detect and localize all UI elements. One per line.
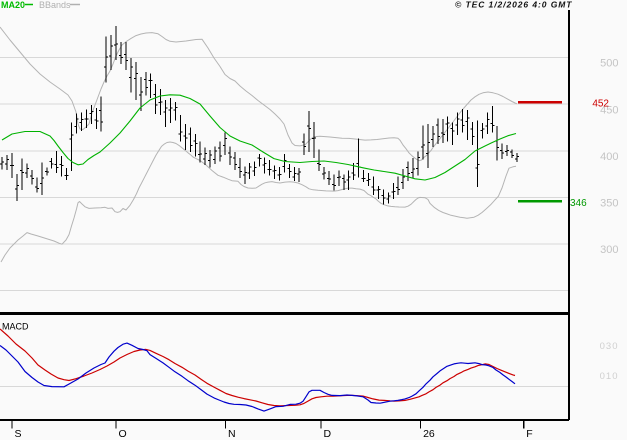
svg-text:MA20: MA20 [1, 0, 25, 10]
svg-text:452: 452 [592, 99, 609, 110]
svg-text:346: 346 [570, 198, 587, 209]
svg-text:MACD: MACD [2, 322, 29, 332]
svg-text:O: O [119, 428, 127, 440]
svg-text:400: 400 [600, 151, 618, 163]
svg-text:© TEC 1/2/2026 4:0 GMT: © TEC 1/2/2026 4:0 GMT [455, 0, 572, 10]
svg-text:500: 500 [600, 58, 618, 70]
svg-text:300: 300 [600, 244, 618, 256]
svg-text:010: 010 [600, 371, 619, 382]
svg-text:F: F [526, 428, 532, 440]
svg-text:BBands: BBands [39, 0, 71, 10]
svg-text:450: 450 [600, 104, 618, 116]
svg-text:N: N [228, 428, 236, 440]
svg-text:D: D [324, 428, 332, 440]
svg-text:350: 350 [600, 198, 618, 210]
svg-text:26: 26 [423, 428, 435, 440]
svg-text:030: 030 [600, 341, 619, 352]
svg-text:S: S [15, 428, 22, 440]
